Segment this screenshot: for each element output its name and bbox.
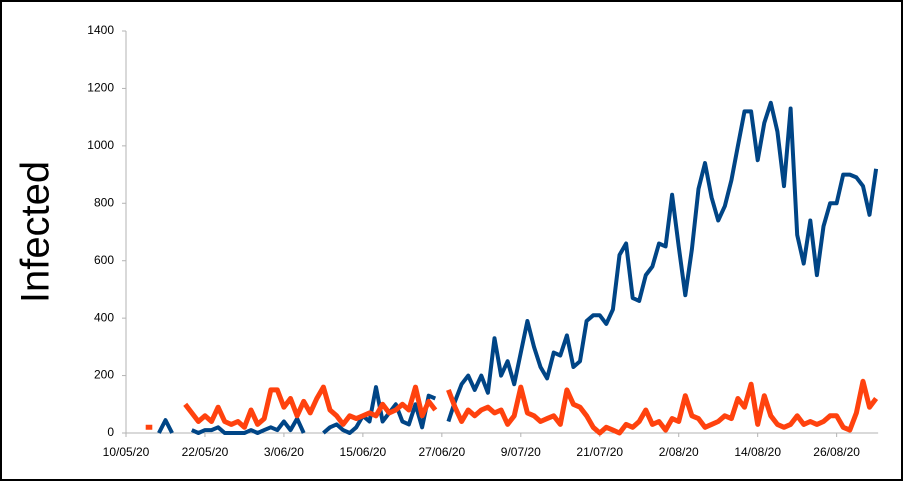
x-tick-label: 3/06/20 (264, 445, 304, 459)
x-tick-label: 27/06/20 (418, 445, 465, 459)
x-tick-label: 9/07/20 (501, 445, 541, 459)
x-tick-label: 14/08/20 (734, 445, 781, 459)
x-tick-label: 21/07/20 (576, 445, 623, 459)
series-line (157, 100, 879, 435)
x-tick-label: 10/05/20 (103, 445, 150, 459)
y-tick-label: 1200 (87, 81, 114, 95)
x-tick-label: 15/06/20 (340, 445, 387, 459)
x-tick-label: 2/08/20 (659, 445, 699, 459)
y-tick-label: 600 (94, 253, 114, 267)
x-tick-label: 26/08/20 (813, 445, 860, 459)
y-tick-label: 1400 (87, 23, 114, 37)
x-tick-label: 22/05/20 (182, 445, 229, 459)
y-tick-label: 800 (94, 195, 114, 209)
series-line (145, 378, 879, 436)
y-axis-title: Infected (14, 161, 58, 303)
y-tick-label: 1000 (87, 138, 114, 152)
y-tick-label: 400 (94, 310, 114, 324)
y-tick-label: 200 (94, 368, 114, 382)
y-tick-label: 0 (107, 425, 114, 439)
